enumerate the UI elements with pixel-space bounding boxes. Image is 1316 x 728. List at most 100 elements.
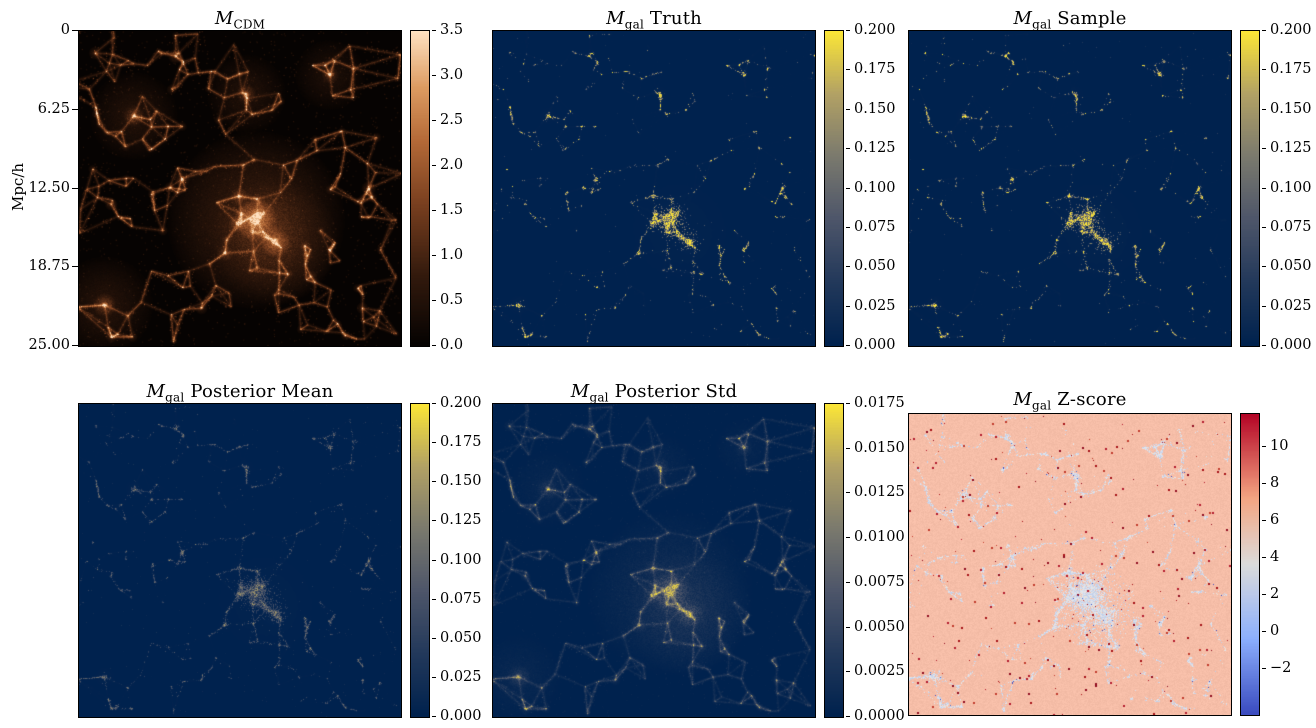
colorbar-tick-mark [432,345,436,346]
colorbar-tick-mark [1262,69,1266,71]
title-math-var: M [214,8,234,29]
colorbar-tick-mark [846,447,850,449]
colorbar-tick-mark [846,266,850,268]
colorbar-tick-label: 10 [1270,438,1289,455]
title-subscript: gal [589,390,609,405]
colorbar-tick-label: 0.175 [440,434,482,451]
colorbar-tick-mark [1262,108,1266,110]
colorbar-tick-mark [846,671,850,673]
colorbar-tick-label: 0.050 [854,258,896,275]
colorbar-tick-mark [432,481,436,483]
colorbar-tick-label: 2 [1270,585,1280,602]
colorbar-mcdm [410,30,430,347]
colorbar-tick-label: 0.075 [440,590,482,607]
colorbar-tick-label: 0.0100 [854,529,905,546]
colorbar-tick-mark [1262,345,1266,346]
title-text: Posterior Mean [184,381,334,402]
colorbar-tick-label: 0.0150 [854,439,905,456]
colorbar-tick-mark [432,255,436,256]
colorbar-tick-mark [846,305,850,307]
colorbar-tick-mark [846,30,850,31]
title-math-var: M [1013,389,1033,410]
colorbar-tick-label: 0.5 [440,292,464,308]
colorbar-mgal-truth [824,30,844,347]
colorbar-posterior-mean [410,403,430,718]
heatmap-mgal-zscore [908,413,1232,716]
colorbar-mgal-sample [1240,30,1260,347]
colorbar-tick-label: 0.150 [440,473,482,490]
colorbar-tick-mark [1262,226,1266,228]
colorbar-tick-mark [1262,148,1266,150]
colorbar-ticks-posterior-mean: 0.200 0.175 0.150 0.125 0.100 0.075 0.050 0.025… [432,395,494,724]
panel-title-mcdm: MCDM [78,8,402,32]
title-math-var: M [570,381,590,402]
colorbar-tick-mark [846,69,850,71]
colorbar-tick-mark [1262,266,1266,268]
panel-title-posterior-std: Mgal Posterior Std [492,381,816,405]
title-math-var: M [146,381,166,402]
colorbar-zscore [1240,413,1260,716]
colorbar-tick-mark [1262,593,1266,595]
colorbar-tick-mark [846,345,850,346]
colorbar-tick-mark [1262,667,1266,669]
y-tick-mark [72,345,78,346]
colorbar-tick-label: 0.000 [1270,337,1312,353]
colorbar-tick-label: 1.0 [440,247,464,263]
colorbar-tick-label: 0.0 [440,337,464,353]
colorbar-tick-mark [846,226,850,228]
colorbar-tick-mark [432,165,436,166]
colorbar-tick-label: 0.025 [440,668,482,685]
colorbar-tick-mark [432,442,436,444]
colorbar-tick-mark [432,75,436,76]
colorbar-tick-label: 0.0050 [854,618,905,635]
panel-title-zscore: Mgal Z-score [908,389,1232,413]
colorbar-tick-label: 0.200 [854,22,896,38]
heatmap-mgal-sample [908,30,1232,347]
colorbar-tick-mark [1262,187,1266,189]
colorbar-tick-mark [432,559,436,561]
colorbar-tick-mark [846,537,850,539]
title-math-var: M [1013,8,1033,29]
colorbar-ticks-posterior-std: 0.0175 0.0150 0.0125 0.0100 0.0075 0.0050 0.00… [846,395,908,724]
title-subscript: CDM [233,17,266,32]
colorbar-ticks-truth: 0.200 0.175 0.150 0.125 0.100 0.075 0.050 0.025… [846,22,908,353]
y-tick-label: 6.25 [37,100,70,117]
title-text: Posterior Std [608,381,738,402]
colorbar-tick-mark [432,598,436,600]
colorbar-tick-mark [432,120,436,121]
colorbar-tick-mark [432,30,436,31]
y-tick-mark [72,108,78,110]
title-subscript: gal [1032,398,1052,413]
colorbar-tick-label: 0.125 [1270,140,1312,157]
colorbar-tick-mark [1262,446,1266,448]
colorbar-tick-label: 0.150 [854,100,896,117]
colorbar-tick-label: 0.200 [1270,22,1312,38]
title-math-var: M [606,8,625,29]
colorbar-tick-label: 0.075 [854,218,896,235]
colorbar-tick-label: 2.5 [440,112,464,128]
colorbar-ticks-sample: 0.200 0.175 0.150 0.125 0.100 0.075 0.050 0.025… [1262,22,1316,353]
colorbar-tick-label: 3.0 [440,67,464,83]
colorbar-tick-mark [846,108,850,110]
y-tick-label: 12.50 [28,179,70,196]
colorbar-tick-mark [846,403,850,404]
heatmap-mgal-posterior-std [492,403,816,718]
colorbar-tick-mark [846,581,850,583]
colorbar-tick-label: 3.5 [440,22,464,38]
colorbar-tick-label: 0.0025 [854,663,905,680]
y-tick-label: 25.00 [28,337,70,353]
colorbar-tick-label: 0.125 [854,140,896,157]
colorbar-tick-label: 4 [1270,549,1280,566]
colorbar-tick-mark [432,637,436,639]
y-tick-label: 18.75 [28,258,70,275]
colorbar-tick-label: 0.100 [1270,179,1312,196]
title-subscript: gal [624,17,644,32]
colorbar-tick-mark [1262,483,1266,485]
colorbar-tick-mark [846,148,850,150]
colorbar-tick-label: 0.175 [854,61,896,78]
colorbar-tick-mark [846,492,850,494]
colorbar-tick-label: 0.025 [1270,297,1312,314]
colorbar-tick-label: 0.200 [440,395,482,411]
colorbar-tick-label: 0.025 [854,297,896,314]
colorbar-tick-mark [846,626,850,628]
